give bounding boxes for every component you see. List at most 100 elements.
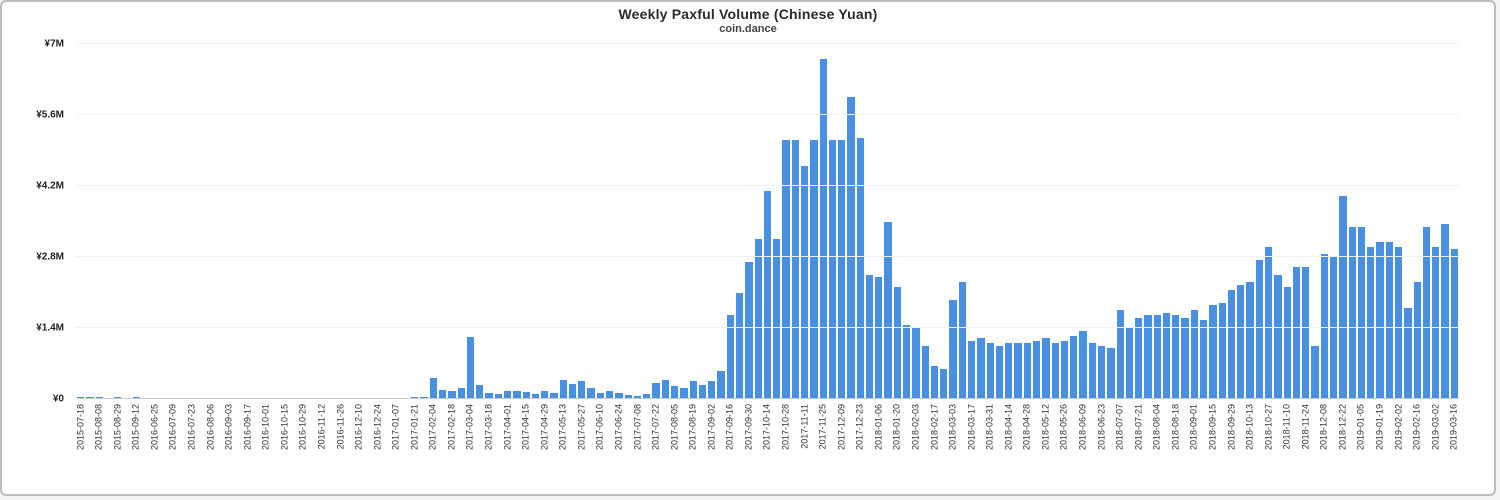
bar[interactable] [921,345,929,399]
bar[interactable] [1218,302,1226,399]
bar[interactable] [791,140,799,399]
bar[interactable] [782,140,790,399]
bar[interactable] [977,338,985,399]
bar[interactable] [1060,340,1069,399]
bar[interactable] [1274,274,1282,399]
bar[interactable] [958,282,966,399]
bar[interactable] [1339,196,1347,399]
bar[interactable] [429,377,437,399]
bar[interactable] [95,396,103,399]
bar[interactable] [513,390,521,399]
bar[interactable] [1005,343,1013,399]
bar[interactable] [1413,282,1421,399]
bar[interactable] [1200,320,1208,399]
bar[interactable] [819,59,827,399]
bar[interactable] [624,394,632,399]
bar[interactable] [1441,224,1449,399]
bar[interactable] [698,384,707,399]
bar[interactable] [1042,338,1050,399]
bar[interactable] [86,396,94,399]
bar[interactable] [763,191,772,399]
bar[interactable] [643,393,651,399]
bar[interactable] [810,140,818,399]
bar[interactable] [717,371,725,399]
bar[interactable] [1190,310,1199,399]
bar[interactable] [578,381,586,399]
bar[interactable] [893,287,902,399]
bar[interactable] [503,391,512,399]
bar[interactable] [559,379,567,399]
bar[interactable] [828,140,837,399]
bar[interactable] [531,393,540,399]
bar[interactable] [1302,267,1310,399]
bar[interactable] [596,392,605,399]
bar[interactable] [856,137,864,399]
bar[interactable] [838,140,846,399]
bar[interactable] [930,366,939,399]
bar[interactable] [1079,330,1087,399]
bar[interactable] [438,389,447,399]
bar[interactable] [587,387,595,399]
bar[interactable] [1144,315,1152,399]
bar[interactable] [671,386,679,399]
bar[interactable] [995,345,1004,399]
bar[interactable] [773,239,781,399]
bar[interactable] [940,368,948,399]
bar[interactable] [476,384,484,399]
bar[interactable] [875,277,883,399]
bar[interactable] [865,274,874,399]
bar[interactable] [903,325,911,399]
bar[interactable] [1246,282,1254,399]
bar[interactable] [1404,307,1412,399]
bar[interactable] [1135,317,1143,399]
bar[interactable] [652,382,660,399]
bar[interactable] [1255,259,1263,399]
bar[interactable] [522,392,530,399]
bar[interactable] [568,383,577,399]
bar[interactable] [494,393,502,399]
bar[interactable] [1320,254,1328,399]
bar[interactable] [1385,241,1393,399]
bar[interactable] [1162,312,1171,399]
bar[interactable] [661,379,669,399]
bar[interactable] [448,391,456,399]
bar[interactable] [541,391,549,399]
bar[interactable] [1051,343,1059,399]
bar[interactable] [1032,340,1041,399]
bar[interactable] [1329,257,1338,399]
bar[interactable] [1172,315,1180,399]
bar[interactable] [754,239,762,399]
bar[interactable] [1070,335,1078,399]
bar[interactable] [1181,317,1189,399]
bar[interactable] [884,221,892,399]
bar[interactable] [745,262,753,399]
bar[interactable] [912,328,920,399]
bar[interactable] [550,392,558,399]
bar[interactable] [968,340,976,399]
bar[interactable] [1116,310,1124,399]
bar[interactable] [1394,246,1403,399]
bar[interactable] [726,315,734,399]
bar[interactable] [1265,246,1273,399]
bar[interactable] [1023,343,1031,399]
bar[interactable] [708,381,716,399]
bar[interactable] [1227,289,1236,399]
bar[interactable] [633,395,642,399]
bar[interactable] [1107,348,1115,399]
bar[interactable] [986,343,994,399]
bar[interactable] [457,387,465,399]
bar[interactable] [1283,287,1291,399]
bar[interactable] [1432,246,1440,399]
bar[interactable] [1088,343,1096,399]
bar[interactable] [485,392,493,399]
bar[interactable] [735,292,744,399]
bar[interactable] [1237,284,1245,399]
bar[interactable] [615,392,623,399]
bar[interactable] [847,97,855,399]
bar[interactable] [1376,241,1384,399]
bar[interactable] [606,391,614,399]
bar[interactable] [949,300,957,399]
bar[interactable] [1292,267,1301,399]
bar[interactable] [1348,226,1356,399]
bar[interactable] [466,337,475,399]
